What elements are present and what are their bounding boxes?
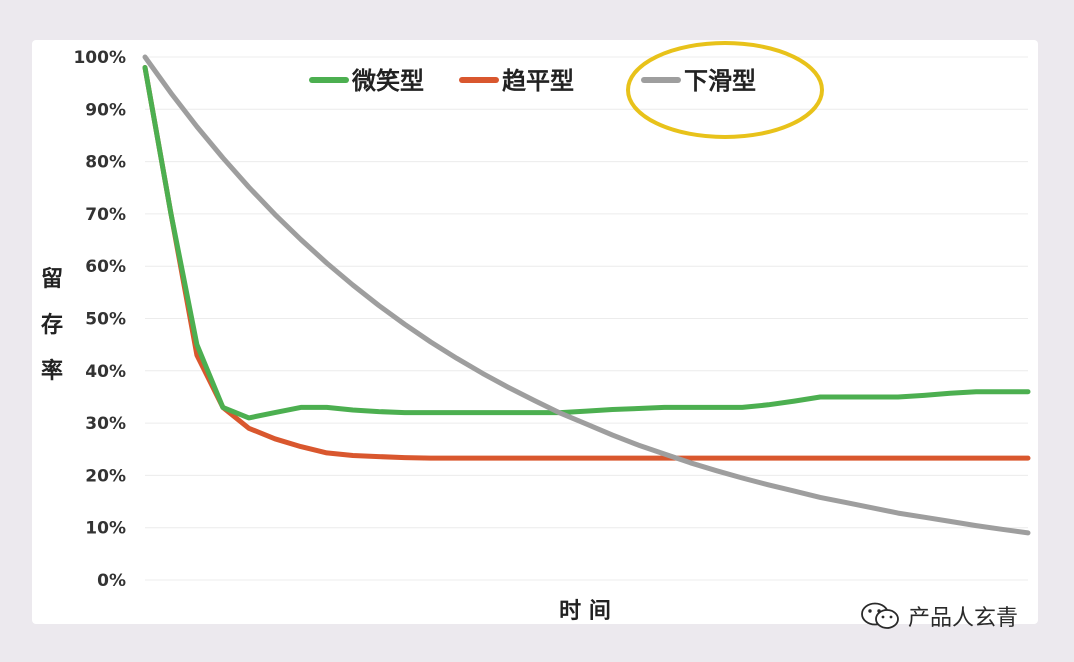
legend-label: 微笑型: [351, 67, 424, 95]
series-line-2: [142, 54, 1031, 536]
legend-item: 趋平型: [459, 67, 574, 95]
y-tick-label: 40%: [85, 362, 126, 382]
y-axis-ticks: 0% 10% 20% 30% 40% 50% 60% 70% 80% 90% 100%: [73, 48, 126, 591]
svg-text:留存率: 留存率: [41, 266, 63, 384]
series-line-0: [142, 65, 1031, 421]
legend: 微笑型 趋平型 下滑型: [309, 67, 756, 95]
x-axis-title: 时 间: [559, 599, 611, 624]
y-tick-label: 90%: [85, 100, 126, 120]
y-tick-label: 60%: [85, 257, 126, 277]
series-line-1: [142, 65, 1031, 461]
watermark: 产品人玄青: [860, 600, 1018, 632]
legend-item: 下滑型: [641, 67, 756, 95]
y-axis-title: 留存率: [41, 266, 63, 384]
wechat-icon: [861, 602, 899, 629]
watermark-text: 产品人玄青: [908, 606, 1019, 631]
y-tick-label: 80%: [85, 153, 126, 173]
retention-chart: 0% 10% 20% 30% 40% 50% 60% 70% 80% 90% 100% 微笑型 趋平型…: [41, 41, 1031, 624]
series-lines: [142, 54, 1031, 536]
y-tick-label: 10%: [85, 519, 126, 539]
legend-label: 趋平型: [502, 67, 574, 95]
highlight-ellipse: [626, 41, 824, 139]
y-tick-label: 50%: [85, 310, 126, 330]
y-tick-label: 100%: [73, 48, 126, 68]
y-tick-label: 30%: [85, 414, 126, 434]
y-tick-label: 70%: [85, 205, 126, 225]
chart-card: 0% 10% 20% 30% 40% 50% 60% 70% 80% 90% 100% 微笑型 趋平型…: [32, 40, 1038, 624]
grid: [145, 56, 1028, 581]
legend-label: 下滑型: [684, 67, 756, 95]
y-tick-label: 0%: [97, 571, 126, 591]
legend-item: 微笑型: [309, 67, 424, 95]
y-tick-label: 20%: [85, 466, 126, 486]
